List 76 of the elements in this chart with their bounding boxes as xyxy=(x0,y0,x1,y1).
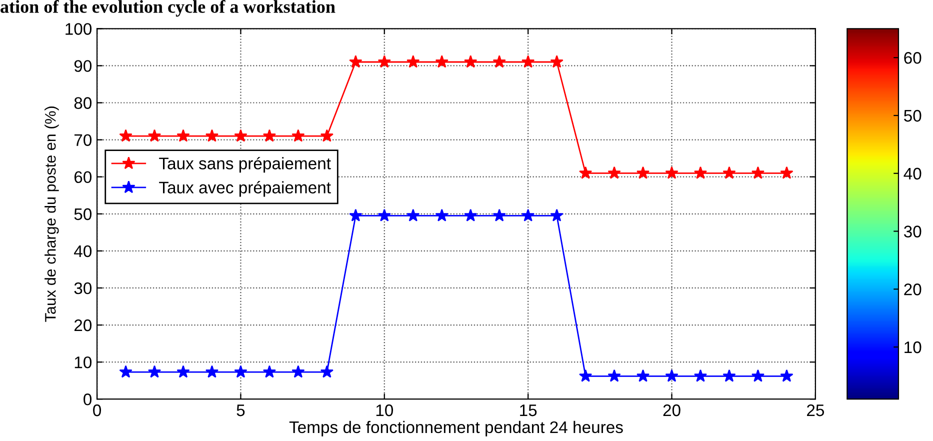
x-tick-label: 5 xyxy=(236,404,245,416)
point xyxy=(292,129,305,142)
point xyxy=(492,208,506,222)
point xyxy=(234,129,248,142)
y-tick-label: 90 xyxy=(74,60,92,72)
point xyxy=(665,166,678,179)
point xyxy=(205,365,219,378)
y-tick-label: 20 xyxy=(74,319,92,332)
point xyxy=(694,166,708,179)
color-bar-label: 40 xyxy=(904,168,922,180)
point xyxy=(522,55,535,68)
point xyxy=(435,55,448,68)
color-bar-label: 50 xyxy=(904,110,922,122)
color-bar-label: 30 xyxy=(904,226,922,238)
point xyxy=(234,365,248,378)
point xyxy=(780,166,794,179)
legend-label: Taux sans prépaiement xyxy=(159,156,331,173)
point xyxy=(492,55,506,68)
point xyxy=(550,208,564,222)
point xyxy=(262,129,276,142)
x-tick-label: 20 xyxy=(663,404,680,416)
point xyxy=(119,129,132,142)
legend-label: Taux avec prépaiement xyxy=(159,181,331,197)
point xyxy=(608,166,621,179)
color-bar-label: 60 xyxy=(904,52,922,64)
x-axis-title: Temps de fonctionnement pendant 24 heures xyxy=(289,420,623,436)
point xyxy=(751,166,765,179)
point xyxy=(292,365,305,378)
point xyxy=(578,166,592,179)
color-bar-label: 10 xyxy=(904,341,922,354)
chart-title: ation of the evolution cycle of a workstation xyxy=(0,0,336,17)
point xyxy=(320,365,334,378)
point xyxy=(176,365,190,378)
point xyxy=(378,208,391,222)
y-tick-label: 60 xyxy=(74,171,92,184)
point xyxy=(722,369,736,382)
point xyxy=(608,369,621,382)
point xyxy=(176,129,190,142)
point xyxy=(636,369,650,382)
point xyxy=(464,55,478,68)
point xyxy=(119,365,132,378)
point xyxy=(406,208,420,222)
point xyxy=(722,166,736,179)
y-tick-label: 10 xyxy=(74,356,92,368)
x-tick-label: 25 xyxy=(807,404,824,416)
y-tick-label: 100 xyxy=(66,23,92,35)
y-tick-label: 0 xyxy=(84,394,92,406)
point xyxy=(349,55,362,68)
point xyxy=(694,369,708,382)
y-tick-label: 30 xyxy=(74,282,92,294)
point xyxy=(205,129,219,142)
point xyxy=(522,208,535,222)
point xyxy=(464,208,478,222)
point xyxy=(751,369,765,382)
point xyxy=(578,369,592,382)
x-tick-label: 15 xyxy=(520,404,537,416)
point xyxy=(665,369,678,382)
point xyxy=(780,369,794,382)
point xyxy=(262,365,276,378)
point xyxy=(148,129,162,142)
x-tick-label: 0 xyxy=(93,404,102,416)
point xyxy=(550,55,564,68)
point xyxy=(320,129,334,142)
point xyxy=(349,208,362,222)
point xyxy=(435,208,448,222)
y-tick-label: 50 xyxy=(74,208,92,220)
y-tick-label: 70 xyxy=(74,134,92,146)
x-tick-label: 10 xyxy=(376,404,394,416)
color-bar-label: 20 xyxy=(904,284,922,296)
y-axis-title: Taux de charge du poste en (%) xyxy=(44,106,59,322)
y-tick-label: 80 xyxy=(74,97,92,109)
point xyxy=(406,55,420,68)
y-tick-label: 40 xyxy=(74,245,92,258)
point xyxy=(378,55,391,68)
point xyxy=(148,365,162,378)
point xyxy=(636,166,650,179)
